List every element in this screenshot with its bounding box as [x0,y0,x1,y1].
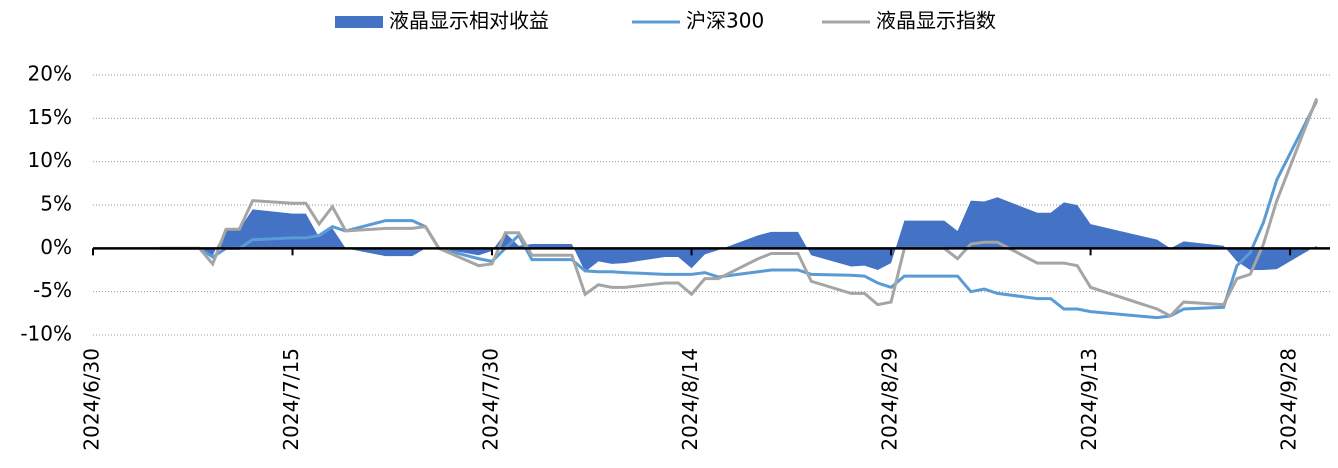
y-tick-label: 0% [40,235,72,259]
legend-label: 液晶显示相对收益 [389,9,549,33]
y-tick-label: 10% [28,148,72,172]
y-tick-label: -5% [33,278,72,302]
y-tick-label: 20% [28,62,72,86]
line [159,97,1319,318]
y-tick-label: 15% [28,105,72,129]
legend-label: 液晶显示指数 [876,9,996,33]
x-tick-label: 2024/8/14 [678,348,702,451]
area [159,197,1317,272]
x-tick-label: 2024/6/30 [80,348,104,451]
y-tick-label: 5% [40,192,72,216]
x-tick-label: 2024/9/28 [1277,348,1301,451]
x-tick-label: 2024/8/29 [878,348,902,451]
legend-label: 沪深300 [686,9,764,33]
y-tick-label: -10% [20,322,72,346]
line [159,100,1319,320]
x-tick-label: 2024/7/15 [279,348,303,451]
x-tick-label: 2024/9/13 [1077,348,1101,451]
x-tick-label: 2024/7/30 [479,348,503,451]
legend-swatch [335,16,383,28]
